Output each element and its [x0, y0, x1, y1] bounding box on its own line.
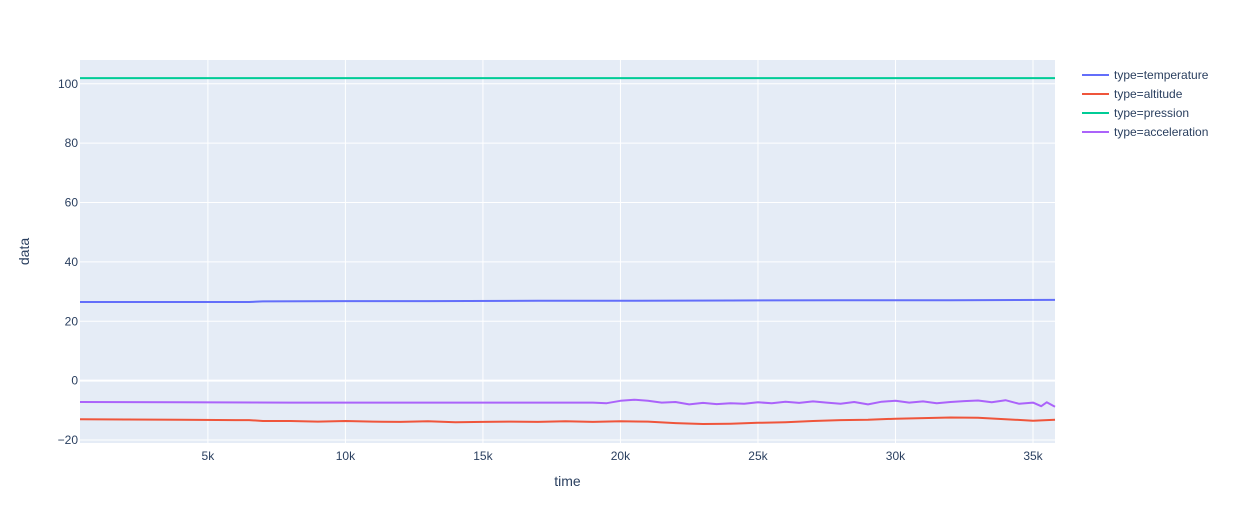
- legend-item[interactable]: type=acceleration: [1082, 125, 1208, 139]
- legend-item[interactable]: type=altitude: [1082, 87, 1183, 101]
- x-tick-label: 35k: [1023, 449, 1043, 463]
- x-tick-label: 20k: [611, 449, 631, 463]
- y-tick-label: −20: [58, 433, 79, 447]
- y-tick-label: 60: [65, 196, 79, 210]
- plot-background: [80, 60, 1055, 443]
- y-axis-title: data: [16, 238, 32, 265]
- legend-label: type=acceleration: [1114, 125, 1208, 139]
- y-tick-label: 40: [65, 255, 79, 269]
- y-tick-label: 100: [58, 77, 78, 91]
- x-axis-title: time: [554, 473, 581, 489]
- x-tick-label: 25k: [748, 449, 768, 463]
- x-tick-label: 30k: [886, 449, 906, 463]
- legend-label: type=temperature: [1114, 68, 1209, 82]
- grid-lines: [80, 60, 1055, 443]
- legend-label: type=pression: [1114, 106, 1189, 120]
- y-tick-label: 80: [65, 136, 79, 150]
- series-line-type-temperature: [80, 298, 1056, 303]
- legend-label: type=altitude: [1114, 87, 1183, 101]
- x-axis-ticks: 5k 10k 15k 20k 25k 30k 35k: [202, 449, 1044, 463]
- legend-item[interactable]: type=temperature: [1082, 68, 1209, 82]
- series-line-type-acceleration: [79, 398, 1056, 408]
- legend[interactable]: type=temperature type=altitude type=pressi…: [1082, 68, 1209, 139]
- series-lines: [79, 77, 1056, 425]
- x-tick-label: 5k: [202, 449, 216, 463]
- x-tick-label: 10k: [336, 449, 356, 463]
- y-axis-ticks: −20 0 20 40 60 80 100: [58, 77, 79, 447]
- series-line-type-altitude: [79, 416, 1056, 425]
- y-tick-label: 0: [71, 374, 78, 388]
- legend-item[interactable]: type=pression: [1082, 106, 1189, 120]
- y-tick-label: 20: [65, 314, 79, 328]
- x-tick-label: 15k: [473, 449, 493, 463]
